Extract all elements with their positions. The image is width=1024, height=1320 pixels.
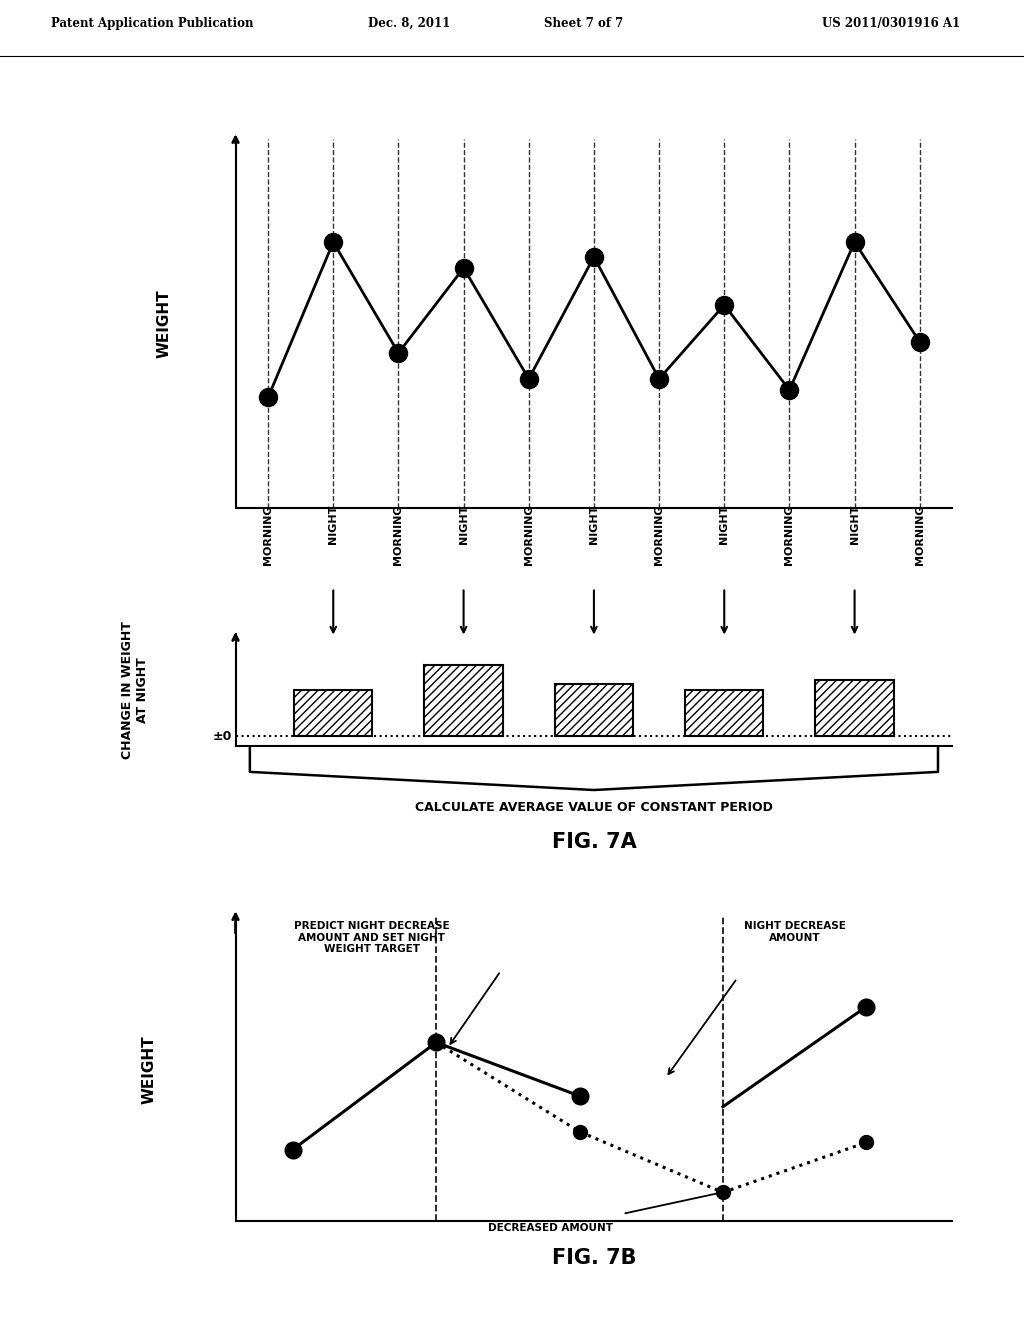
Text: NIGHT: NIGHT — [850, 504, 859, 544]
Bar — [294, 689, 373, 737]
Bar — [555, 684, 633, 737]
Text: WEIGHT: WEIGHT — [142, 1035, 157, 1104]
Text: WEIGHT: WEIGHT — [157, 289, 171, 358]
Bar — [425, 665, 503, 737]
Text: CALCULATE AVERAGE VALUE OF CONSTANT PERIOD: CALCULATE AVERAGE VALUE OF CONSTANT PERI… — [415, 801, 773, 814]
Text: NIGHT: NIGHT — [459, 504, 469, 544]
Text: MORNING: MORNING — [523, 504, 534, 565]
Text: MORNING: MORNING — [654, 504, 665, 565]
Text: DECREASED AMOUNT: DECREASED AMOUNT — [488, 1222, 613, 1233]
Text: MORNING: MORNING — [914, 504, 925, 565]
Bar — [815, 680, 894, 737]
Text: MORNING: MORNING — [393, 504, 403, 565]
Text: FIG. 7B: FIG. 7B — [552, 1247, 636, 1269]
Text: NIGHT: NIGHT — [589, 504, 599, 544]
Bar — [685, 689, 763, 737]
Text: FIG. 7A: FIG. 7A — [552, 832, 636, 851]
Text: ±0: ±0 — [213, 730, 232, 743]
Text: Dec. 8, 2011: Dec. 8, 2011 — [369, 17, 451, 30]
Text: US 2011/0301916 A1: US 2011/0301916 A1 — [822, 17, 959, 30]
Text: Patent Application Publication: Patent Application Publication — [51, 17, 254, 30]
Text: NIGHT DECREASE
AMOUNT: NIGHT DECREASE AMOUNT — [743, 921, 846, 942]
Text: NIGHT: NIGHT — [719, 504, 729, 544]
Text: CHANGE IN WEIGHT
AT NIGHT: CHANGE IN WEIGHT AT NIGHT — [121, 620, 150, 759]
Text: NIGHT: NIGHT — [329, 504, 338, 544]
Text: Sheet 7 of 7: Sheet 7 of 7 — [544, 17, 624, 30]
Text: MORNING: MORNING — [784, 504, 795, 565]
Text: MORNING: MORNING — [263, 504, 273, 565]
Text: PREDICT NIGHT DECREASE
AMOUNT AND SET NIGHT
WEIGHT TARGET: PREDICT NIGHT DECREASE AMOUNT AND SET NI… — [294, 921, 450, 954]
